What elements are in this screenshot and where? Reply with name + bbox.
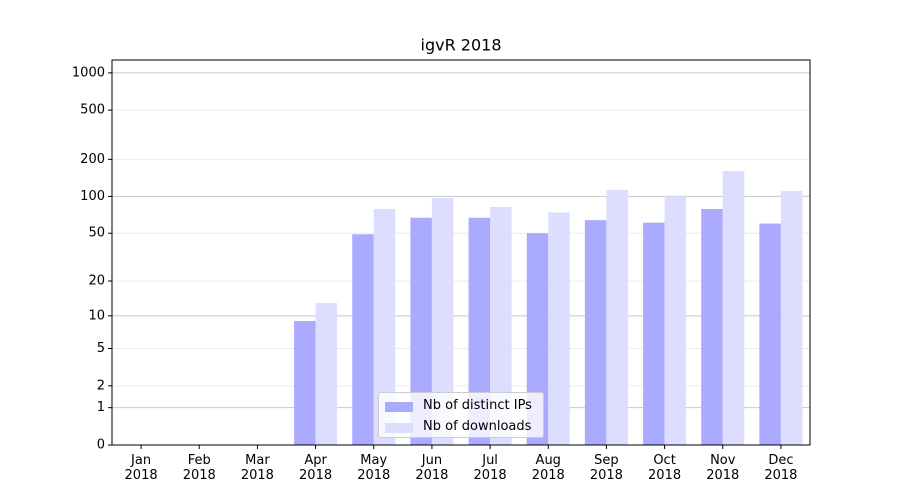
bar xyxy=(548,212,570,445)
x-tick-label: Sep 2018 xyxy=(589,453,623,483)
y-tick-label: 10 xyxy=(88,308,105,323)
x-tick-label: Oct 2018 xyxy=(648,453,682,483)
x-tick-label: Jul 2018 xyxy=(473,453,507,483)
x-tick-label: Apr 2018 xyxy=(299,453,333,483)
y-tick-label: 100 xyxy=(80,189,105,204)
bar xyxy=(759,223,781,445)
y-tick-label: 500 xyxy=(80,103,105,118)
y-tick-label: 50 xyxy=(88,226,105,241)
bar xyxy=(315,302,338,445)
bar xyxy=(606,189,628,445)
x-tick-label: Feb 2018 xyxy=(182,453,216,483)
bar xyxy=(584,220,607,445)
x-tick-label: Jun 2018 xyxy=(415,453,449,483)
x-tick-label: Mar 2018 xyxy=(240,453,274,483)
bar xyxy=(643,222,665,445)
bar xyxy=(294,320,316,445)
legend-swatch xyxy=(385,423,413,433)
bar xyxy=(780,190,803,445)
bar xyxy=(468,217,491,445)
x-tick-label: Aug 2018 xyxy=(531,453,565,483)
bar xyxy=(701,208,723,445)
x-tick-label: May 2018 xyxy=(357,453,391,483)
legend-label: Nb of downloads xyxy=(423,419,532,434)
y-tick-label: 1000 xyxy=(72,65,105,80)
bar xyxy=(373,208,396,445)
y-tick-label: 5 xyxy=(97,341,105,356)
bar xyxy=(352,234,374,445)
x-tick-label: Nov 2018 xyxy=(706,453,740,483)
plot-frame xyxy=(111,59,811,446)
y-tick-label: 0 xyxy=(97,438,105,453)
legend-swatch xyxy=(385,402,413,412)
bar xyxy=(490,206,512,445)
bar xyxy=(722,170,745,445)
x-tick-label: Jan 2018 xyxy=(124,453,158,483)
x-tick-label: Dec 2018 xyxy=(764,453,798,483)
bar xyxy=(664,196,687,445)
y-tick-label: 1 xyxy=(97,400,105,415)
bar xyxy=(431,198,454,445)
legend-label: Nb of distinct IPs xyxy=(423,398,532,413)
y-tick-label: 20 xyxy=(88,274,105,289)
legend: Nb of distinct IPs Nb of downloads xyxy=(378,392,544,438)
bar xyxy=(410,217,432,445)
y-tick-label: 200 xyxy=(80,152,105,167)
chart-title: igvR 2018 xyxy=(421,36,502,55)
y-tick-label: 2 xyxy=(97,378,105,393)
